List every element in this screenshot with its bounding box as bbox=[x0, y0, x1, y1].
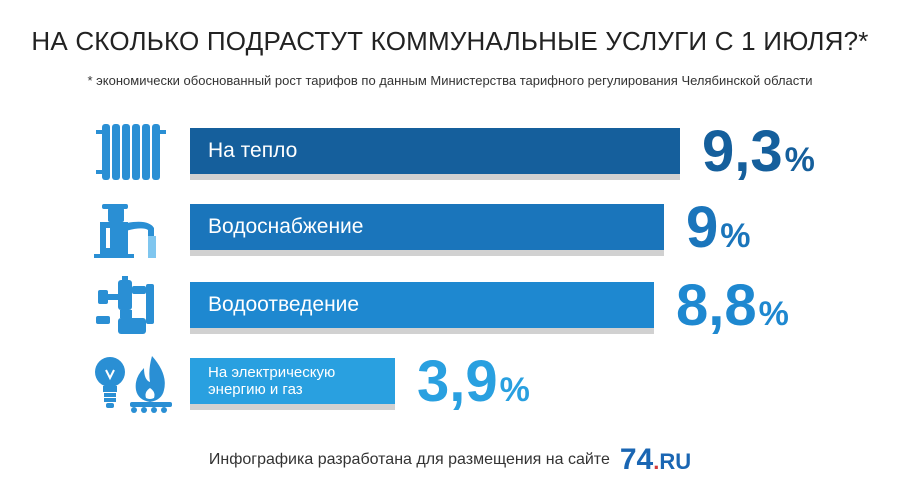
site-logo-dot: . bbox=[653, 449, 660, 474]
chart-bar-electricity-gas: На электрическую энергию и газ bbox=[190, 358, 395, 404]
chart-value-number-electricity-gas: 3,9 bbox=[417, 349, 498, 414]
chart-row-heat: На тепло 9,3% bbox=[0, 119, 900, 188]
page-title: НА СКОЛЬКО ПОДРАСТУТ КОММУНАЛЬНЫЕ УСЛУГИ… bbox=[31, 26, 869, 56]
chart-value-unit-electricity-gas: % bbox=[499, 371, 530, 409]
footer-text: Инфографика разработана для размещения н… bbox=[208, 451, 610, 468]
chart-bar-heat: На тепло bbox=[190, 128, 680, 174]
chart-row-electricity-gas: На электрическую энергию и газ 3,9% bbox=[0, 349, 900, 418]
chart-value-number-drainage: 8,8 bbox=[676, 273, 757, 338]
chart-value-unit-heat: % bbox=[784, 141, 815, 179]
site-logo-domain: RU bbox=[659, 449, 692, 474]
chart-category-label-water: Водоснабжение bbox=[208, 215, 364, 238]
faucet-icon bbox=[94, 204, 156, 258]
lightbulb-gas-flame-icon bbox=[95, 356, 172, 413]
radiator-icon bbox=[96, 124, 166, 180]
footer: Инфографика разработана для размещения н… bbox=[0, 443, 900, 477]
chart-value-electricity-gas: 3,9% bbox=[417, 348, 530, 415]
chart-value-unit-water: % bbox=[720, 217, 751, 255]
chart-row-drainage: Водоотведение 8,8% bbox=[0, 273, 900, 342]
chart-value-number-water: 9 bbox=[686, 195, 719, 260]
chart-category-label-electricity-gas: На электрическую энергию и газ bbox=[208, 364, 336, 398]
chart-row-water: Водоснабжение 9% bbox=[0, 195, 900, 264]
chart-value-drainage: 8,8% bbox=[676, 272, 789, 339]
drain-pipe-icon bbox=[96, 276, 154, 334]
page-subtitle: * экономически обоснованный рост тарифов… bbox=[87, 73, 813, 88]
chart-value-number-heat: 9,3 bbox=[702, 119, 783, 184]
site-logo-number: 74 bbox=[619, 443, 654, 476]
chart-value-unit-drainage: % bbox=[758, 295, 789, 333]
chart-category-label-heat: На тепло bbox=[208, 139, 298, 162]
chart-value-heat: 9,3% bbox=[702, 118, 815, 185]
chart-category-label-drainage: Водоотведение bbox=[208, 293, 360, 316]
chart-bar-drainage: Водоотведение bbox=[190, 282, 654, 328]
chart-value-water: 9% bbox=[686, 194, 751, 261]
chart-bar-water: Водоснабжение bbox=[190, 204, 664, 250]
site-logo[interactable]: 74. RU bbox=[620, 443, 691, 477]
